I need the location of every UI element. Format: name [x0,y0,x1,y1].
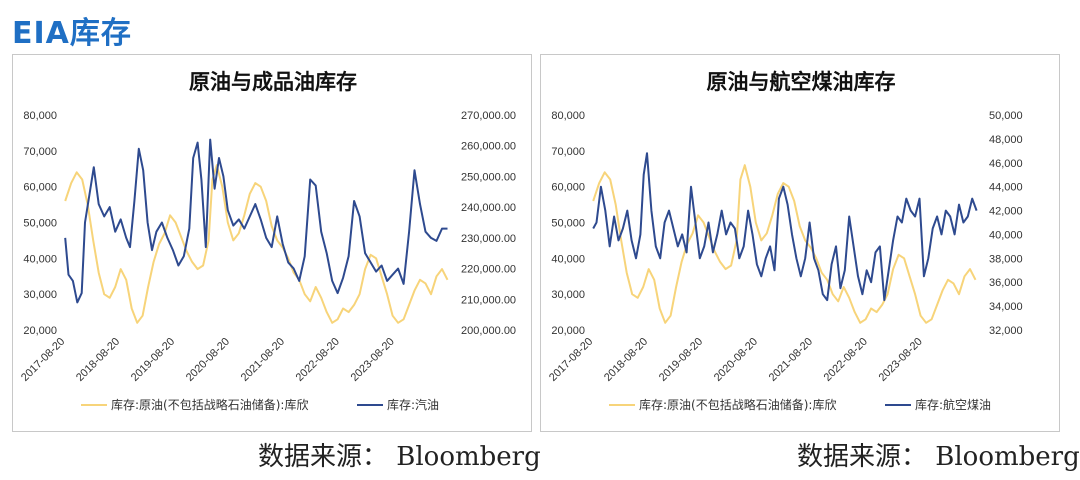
series-line-product [64,138,448,304]
x-tick-label: 2019-08-20 [129,336,177,384]
legend-label: 库存:原油(不包括战略石油储备):库欣 [111,397,308,412]
chart-panel-crude-jetfuel: 原油与航空煤油库存 20,000 30,000 40,000 50,000 60,000 7… [540,54,1060,432]
legend-label: 库存:汽油 [387,397,439,412]
x-tick-label: 2020-08-20 [184,336,232,384]
page-title: EIA库存 [12,16,132,51]
y-right-tick-label: 34,000 [989,301,1023,313]
legend-label: 库存:航空煤油 [915,397,991,412]
legend-label: 库存:原油(不包括战略石油储备):库欣 [639,397,836,412]
y-left-tick-label: 20,000 [23,325,57,337]
y-left-tick-label: 70,000 [551,146,585,158]
y-right-tick-label: 240,000.00 [461,202,516,214]
x-tick-label: 2018-08-20 [74,336,122,384]
chart-svg-crude-gasoline: 原油与成品油库存 20,000 30,000 40,000 50,000 60,000 70… [19,70,516,412]
y-left-tick-label: 50,000 [551,218,585,230]
x-tick-label: 2017-08-20 [19,336,67,384]
y-right-tick-label: 40,000 [989,229,1023,241]
y-right-tick-label: 270,000.00 [461,110,516,122]
y-left-tick-label: 20,000 [551,325,585,337]
y-left-tick-label: 80,000 [551,110,585,122]
x-tick-label: 2022-08-20 [294,336,342,384]
chart-svg-crude-jetfuel: 原油与航空煤油库存 20,000 30,000 40,000 50,000 60,000 7… [547,70,1023,412]
chart-title: 原油与航空煤油库存 [707,70,896,94]
y-right-tick-label: 260,000.00 [461,141,516,153]
x-tick-label: 2019-08-20 [657,336,705,384]
y-right-tick-label: 38,000 [989,253,1023,265]
data-source-label: 数据来源： Bloomberg [258,442,541,472]
y-right-tick-label: 200,000.00 [461,325,516,337]
y-right-tick-label: 46,000 [989,158,1023,170]
y-right-tick-label: 250,000.00 [461,171,516,183]
chart-panel-crude-gasoline: 原油与成品油库存 20,000 30,000 40,000 50,000 60,000 70… [12,54,532,432]
x-tick-label: 2018-08-20 [602,336,650,384]
y-right-tick-label: 48,000 [989,134,1023,146]
y-left-tick-label: 30,000 [23,289,57,301]
y-left-tick-label: 80,000 [23,110,57,122]
y-left-tick-label: 40,000 [551,253,585,265]
series-line-crude [592,164,977,324]
y-right-tick-label: 220,000.00 [461,264,516,276]
y-left-tick-label: 60,000 [23,182,57,194]
y-left-tick-label: 40,000 [23,253,57,265]
y-right-tick-label: 230,000.00 [461,233,516,245]
series-line-product [592,152,978,302]
y-right-tick-label: 32,000 [989,325,1023,337]
x-tick-label: 2020-08-20 [712,336,760,384]
y-left-tick-label: 50,000 [23,218,57,230]
x-tick-label: 2022-08-20 [822,336,870,384]
chart-title: 原油与成品油库存 [189,70,357,94]
y-right-tick-label: 210,000.00 [461,294,516,306]
y-right-tick-label: 50,000 [989,110,1023,122]
x-tick-label: 2021-08-20 [767,336,815,384]
x-tick-label: 2021-08-20 [239,336,287,384]
y-left-tick-label: 30,000 [551,289,585,301]
y-left-tick-label: 70,000 [23,146,57,158]
series-line-crude [64,164,449,324]
y-right-tick-label: 44,000 [989,182,1023,194]
y-right-tick-label: 36,000 [989,277,1023,289]
x-tick-label: 2017-08-20 [547,336,595,384]
x-tick-label: 2023-08-20 [877,336,925,384]
y-left-tick-label: 60,000 [551,182,585,194]
y-right-tick-label: 42,000 [989,206,1023,218]
x-tick-label: 2023-08-20 [349,336,397,384]
data-source-label: 数据来源： Bloomberg [797,442,1080,472]
